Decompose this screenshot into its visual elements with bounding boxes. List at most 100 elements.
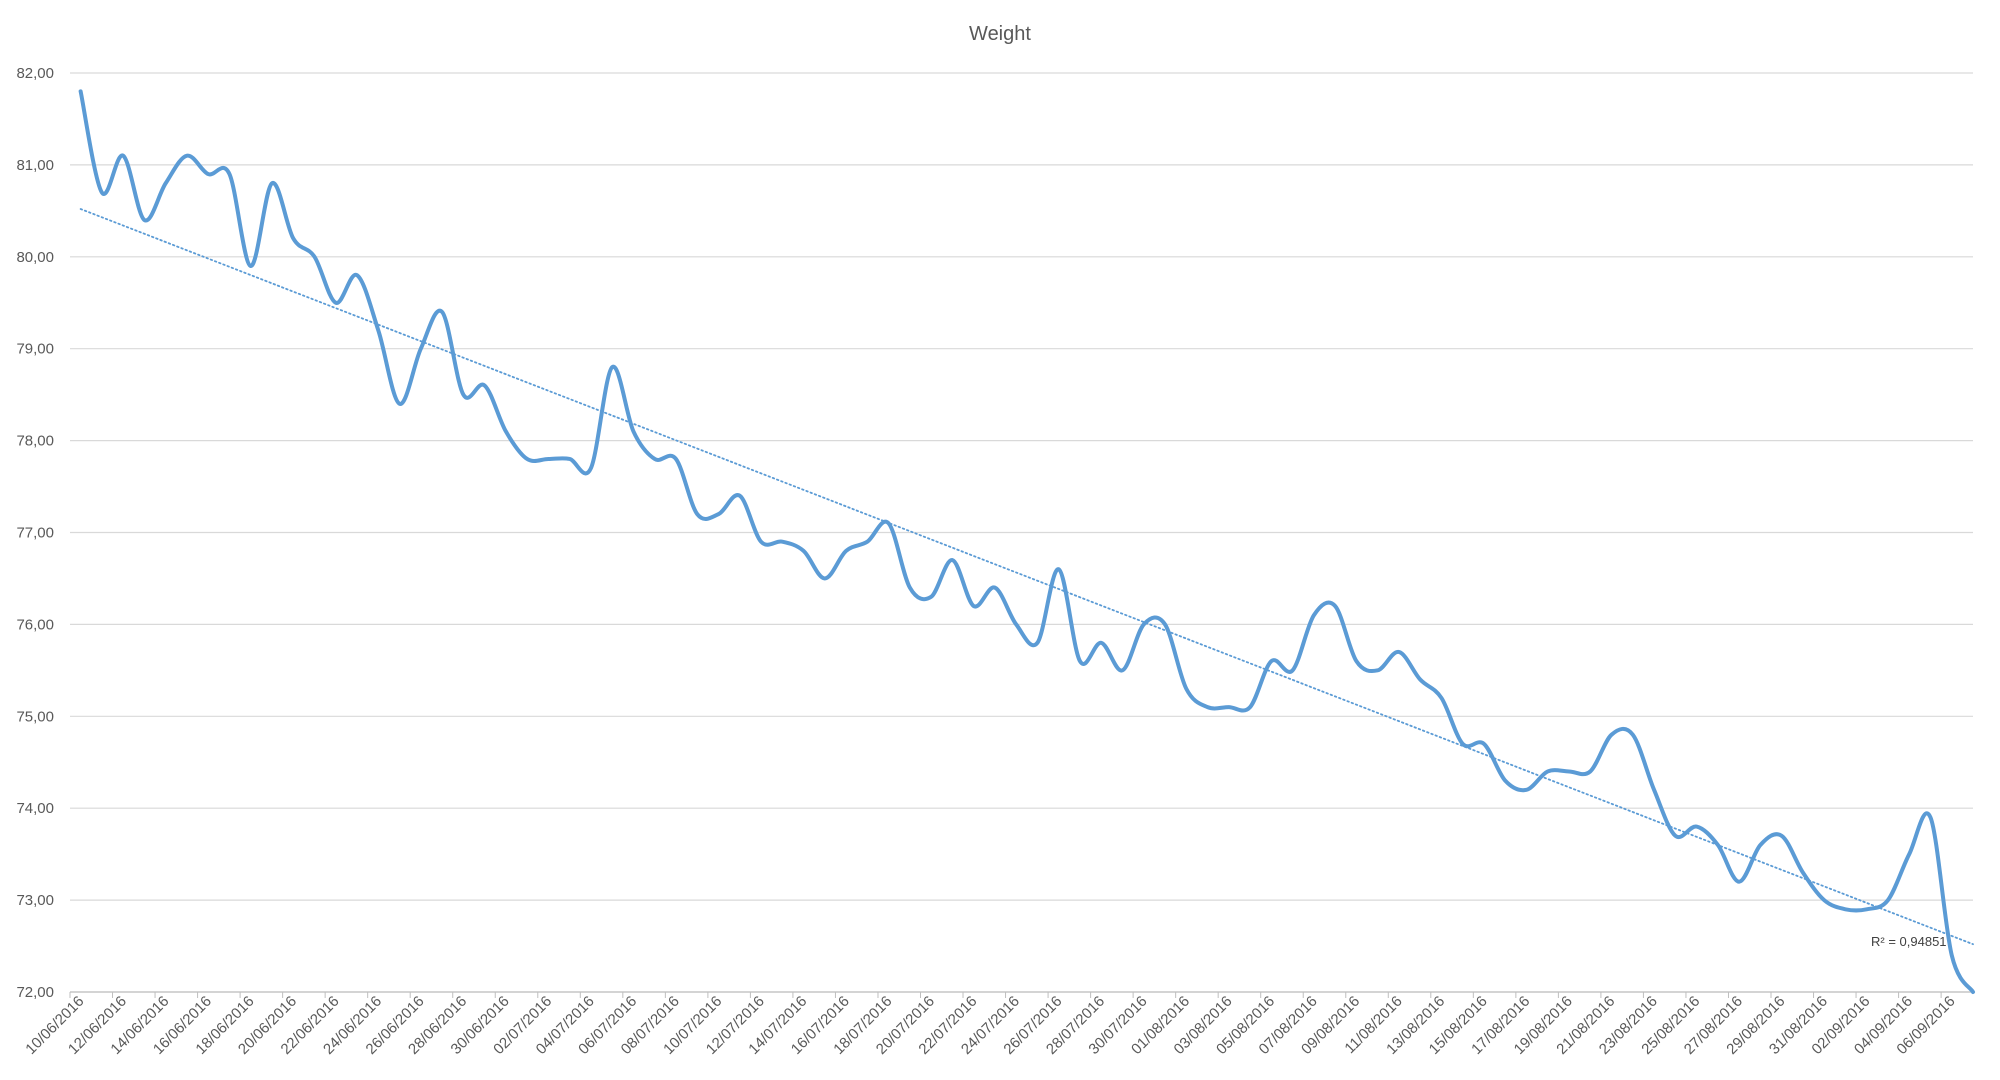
y-tick-label: 79,00	[16, 341, 54, 358]
data-point	[398, 402, 402, 406]
trendline	[79, 208, 1974, 946]
data-point	[1546, 769, 1550, 773]
data-point	[1865, 907, 1869, 911]
data-point	[568, 457, 572, 461]
data-point	[887, 521, 891, 525]
data-point	[1588, 769, 1592, 773]
y-tick-label: 82,00	[16, 65, 54, 82]
data-point	[1142, 622, 1146, 626]
data-point	[313, 255, 317, 259]
data-point	[780, 540, 784, 544]
data-point	[717, 512, 721, 516]
data-point	[227, 172, 231, 176]
data-point	[1695, 825, 1699, 829]
data-point	[589, 466, 593, 470]
trendline-layer	[79, 208, 1974, 946]
y-tick-label: 73,00	[16, 892, 54, 909]
data-point	[1482, 742, 1486, 746]
y-tick-label: 72,00	[16, 984, 54, 1001]
y-tick-label: 78,00	[16, 433, 54, 450]
data-point	[1737, 880, 1741, 884]
data-point	[993, 586, 997, 590]
data-point	[376, 328, 380, 332]
weight-series-line	[78, 89, 1975, 994]
data-point	[1206, 705, 1210, 709]
data-point	[504, 429, 508, 433]
data-point	[1886, 898, 1890, 902]
data-point	[1780, 834, 1784, 838]
data-point	[1801, 871, 1805, 875]
data-point	[908, 586, 912, 590]
data-point	[164, 181, 168, 185]
data-point	[865, 540, 869, 544]
data-point	[1376, 668, 1380, 672]
data-point	[1716, 843, 1720, 847]
data-point	[823, 576, 827, 580]
data-point	[483, 383, 487, 387]
data-point	[79, 89, 83, 93]
data-point	[1610, 733, 1614, 737]
data-point	[1822, 898, 1826, 902]
data-point	[1014, 622, 1018, 626]
data-point	[419, 347, 423, 351]
data-point	[1652, 788, 1656, 792]
y-axis-tick-labels: 72,00 73,00 74,00 75,00 76,00 77,00 78,00 79,00…	[16, 65, 54, 1001]
data-point	[1631, 733, 1635, 737]
data-point	[1397, 650, 1401, 654]
data-point	[100, 190, 104, 194]
data-point	[291, 236, 295, 240]
data-point	[1461, 742, 1465, 746]
data-point	[759, 540, 763, 544]
data-point	[1418, 678, 1422, 682]
chart-title: Weight	[969, 23, 1031, 45]
data-point	[121, 154, 125, 158]
data-point	[1227, 705, 1231, 709]
data-point	[525, 457, 529, 461]
data-point	[1248, 705, 1252, 709]
data-point	[1439, 696, 1443, 700]
y-tick-label: 76,00	[16, 616, 54, 633]
data-point	[1907, 852, 1911, 856]
data-point	[546, 457, 550, 461]
data-point	[1971, 990, 1975, 994]
data-point	[334, 301, 338, 305]
data-point	[1057, 567, 1061, 571]
data-point	[653, 457, 657, 461]
data-point	[972, 604, 976, 608]
y-tick-label: 80,00	[16, 249, 54, 266]
data-point	[1099, 641, 1103, 645]
data-point	[1354, 659, 1358, 663]
data-point	[1673, 834, 1677, 838]
y-tick-label: 77,00	[16, 525, 54, 542]
series-layer	[78, 89, 1975, 994]
r-squared-label: R² = 0,94851	[1871, 934, 1947, 949]
data-point	[929, 595, 933, 599]
data-point	[1163, 622, 1167, 626]
data-point	[950, 558, 954, 562]
data-point	[1503, 779, 1507, 783]
data-point	[844, 549, 848, 553]
data-point	[674, 457, 678, 461]
data-point	[1567, 769, 1571, 773]
data-point	[461, 393, 465, 397]
gridlines	[70, 72, 1973, 993]
data-point	[1291, 668, 1295, 672]
y-tick-label: 74,00	[16, 800, 54, 817]
data-point	[1078, 659, 1082, 663]
data-point	[142, 218, 146, 222]
data-point	[738, 494, 742, 498]
data-point	[1120, 668, 1124, 672]
data-point	[1524, 788, 1528, 792]
data-point	[1758, 843, 1762, 847]
data-point	[206, 172, 210, 176]
data-point	[355, 273, 359, 277]
data-point	[695, 512, 699, 516]
data-point	[249, 264, 253, 268]
y-tick-label: 81,00	[16, 157, 54, 174]
data-point	[1184, 687, 1188, 691]
data-point	[185, 154, 189, 158]
data-point	[802, 549, 806, 553]
